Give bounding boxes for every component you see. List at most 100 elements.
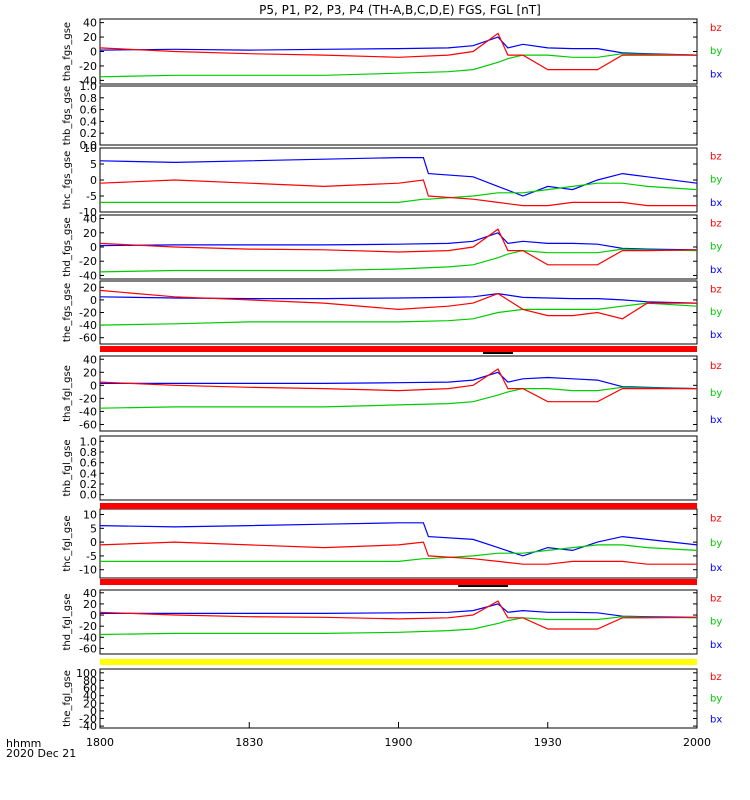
y-tick-label: 40 [83, 17, 97, 30]
y-tick-label: -60 [79, 418, 97, 431]
legend-entry-bx: bx [710, 415, 722, 426]
y-tick-label: 0.0 [80, 139, 98, 152]
legend-entry-bx: bx [710, 70, 722, 81]
y-tick-label: -20 [79, 620, 97, 633]
status-bars-group [100, 346, 697, 665]
y-tick-label: 0 [90, 174, 97, 187]
legend-entry-bz: bz [710, 23, 722, 34]
series-line-by [99, 386, 698, 409]
legend-entry-by: by [710, 388, 722, 399]
y-tick-label: 0.8 [80, 92, 98, 105]
y-tick-label: 0.4 [80, 115, 98, 128]
series-line-by [99, 616, 698, 636]
y-tick-label: -20 [79, 392, 97, 405]
y-axis-label: tha_fgs_gse [62, 22, 73, 81]
y-tick-label: -20 [79, 307, 97, 320]
y-tick-label: 10 [83, 142, 97, 155]
y-tick-label: -20 [79, 712, 97, 725]
legend-entry-bz: bz [710, 361, 722, 372]
legend-entry-bx: bx [710, 715, 722, 726]
status-bar [100, 346, 697, 352]
y-axis-label: thb_fgl_gse [62, 440, 73, 497]
legend-entry-bx: bx [710, 563, 722, 574]
y-tick-label: 0.2 [80, 127, 98, 140]
series-line-bx [99, 36, 698, 56]
legend-entry-bz: bz [710, 672, 722, 683]
panel-frame [99, 85, 698, 146]
y-axis-label: thd_fgs_gse [62, 217, 73, 276]
y-tick-label: 20 [83, 31, 97, 44]
y-tick-label: 0.4 [80, 467, 98, 480]
y-axis-label: thc_fgs_gse [62, 151, 73, 210]
x-tick-label: 1900 [385, 736, 413, 749]
panel-thb_fgl_gse: 1.00.80.60.40.20.0 thb_fgl_gse [62, 435, 698, 502]
y-axis-label: the_fgs_gse [62, 283, 73, 342]
legend-entry-bz: bz [710, 152, 722, 163]
y-tick-label: 0.6 [80, 104, 98, 117]
x-axis-label-hhmm: hhmm [6, 737, 41, 750]
y-tick-label: 0.8 [80, 446, 98, 459]
y-tick-label: 10 [83, 509, 97, 522]
y-tick-label: 20 [83, 697, 97, 710]
y-tick-label: 0 [90, 294, 97, 307]
y-tick-label: -20 [79, 255, 97, 268]
y-tick-label: 0.6 [80, 457, 98, 470]
y-tick-label: 40 [83, 353, 97, 366]
status-bar-segment [483, 352, 513, 354]
y-axis-label: the_fgl_gse [62, 670, 73, 727]
y-tick-label: 40 [83, 690, 97, 703]
y-tick-label: 100 [76, 667, 97, 680]
y-axis-label: thd_fgl_gse [62, 594, 73, 651]
panel-frame [99, 280, 698, 345]
y-axis-label: thc_fgl_gse [62, 515, 73, 571]
y-tick-label: 0 [90, 609, 97, 622]
series-line-bz [99, 32, 697, 71]
status-bar [100, 503, 697, 509]
y-tick-label: 0 [90, 379, 97, 392]
y-axis-label: thb_fgs_gse [62, 86, 73, 145]
y-tick-label: 0.2 [80, 478, 98, 491]
series-line-bx [100, 371, 698, 390]
series-line-bx [99, 292, 698, 304]
y-tick-label: -40 [79, 720, 97, 733]
y-tick-label: -60 [79, 642, 97, 655]
legend-entry-by: by [710, 538, 722, 549]
status-bar [100, 579, 697, 585]
series-line-bz [99, 179, 697, 207]
legend-entry-bx: bx [710, 265, 722, 276]
series-line-bz [99, 600, 698, 630]
legend-entry-bx: bx [710, 330, 722, 341]
x-axis-label-date: 2020 Dec 21 [6, 747, 76, 760]
y-tick-label: 0 [90, 46, 97, 59]
legend-entry-by: by [710, 242, 722, 253]
y-tick-label: -10 [79, 564, 97, 577]
y-tick-label: -40 [79, 269, 97, 282]
y-tick-label: -40 [79, 631, 97, 644]
legend-entry-bz: bz [710, 594, 722, 605]
y-tick-label: 20 [83, 598, 97, 611]
y-tick-label: -20 [79, 60, 97, 73]
series-line-bz [99, 368, 697, 403]
y-tick-label: 20 [83, 366, 97, 379]
series-line-bz [99, 228, 698, 266]
panel-frame [99, 508, 698, 579]
x-tick-label: 2000 [683, 736, 711, 749]
y-tick-label: 1.0 [80, 80, 98, 93]
y-tick-label: -60 [79, 332, 97, 345]
panel-frame [99, 435, 698, 501]
panel-thb_fgs_gse: 1.00.80.60.40.20.0 thb_fgs_gse [62, 80, 698, 152]
x-axis: 1800 1830 1900 1930 2000 [86, 722, 711, 749]
y-axis-label: tha_fgl_gse [62, 365, 73, 422]
chart-title: P5, P1, P2, P3, P4 (TH-A,B,C,D,E) FGS, F… [259, 3, 541, 17]
y-tick-label: 40 [83, 213, 97, 226]
series-line-bx [99, 522, 698, 557]
y-tick-label: 20 [83, 281, 97, 294]
series-line-by [99, 302, 698, 326]
series-line-by [99, 248, 698, 273]
